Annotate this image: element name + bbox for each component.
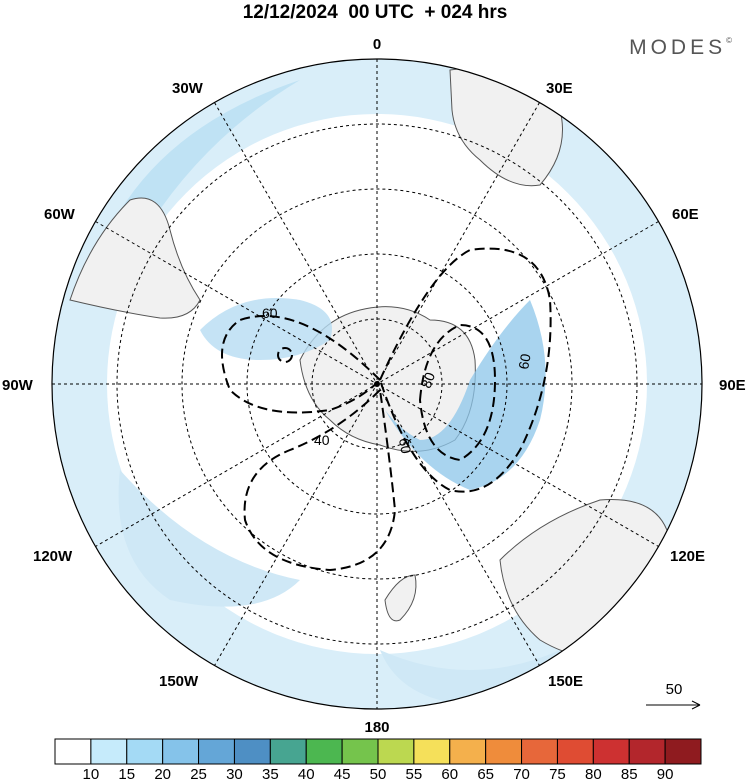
lon-label-120w: 120W [33,548,73,565]
modes-logo: MODES© [629,36,732,60]
colorbar-tick-label: 90 [657,766,674,782]
colorbar-swatch [126,738,164,765]
colorbar-swatch [556,738,594,765]
contour-line [243,387,397,572]
arrowhead-icon [691,700,701,710]
brand-text: MODES [629,36,727,59]
graticule [52,59,702,709]
colorbar-swatch [485,738,523,765]
colorbar-tick-label: 80 [585,766,602,782]
lon-label-60e: 60E [672,206,699,223]
reference-vector: 50 [646,681,701,710]
new-zealand-land [384,574,417,622]
colorbar-swatch [664,738,702,765]
contour-line [378,247,552,493]
colorbar-tick-label: 40 [298,766,315,782]
contour-label: 40 [314,432,330,448]
colorbar-swatch [628,738,666,765]
colorbar-swatch [341,738,379,765]
land [69,67,673,659]
contour-line [277,347,293,363]
colorbar-tick-label: 30 [226,766,243,782]
latitude-circle [181,188,573,580]
colorbar-tick-label: 60 [441,766,458,782]
contour-label: 60 [515,352,533,370]
reference-vector-label: 50 [666,681,683,698]
lon-label-30e: 30E [546,80,573,97]
contour-label: 60 [262,305,278,321]
contour-line [418,323,497,462]
map-title: 12/12/2024 00 UTC + 024 hrs [242,2,508,23]
colorbar-swatch [449,738,487,765]
lon-label-180: 180 [364,719,389,736]
wind-shading-west [200,298,332,360]
colorbar-swatch [377,738,415,765]
colorbar-tick-label: 75 [549,766,566,782]
lon-label-0: 0 [373,36,381,53]
lon-label-90e: 90E [719,377,746,394]
colorbar-swatch [521,738,558,765]
colorbar-tick-label: 25 [190,766,207,782]
colorbar-swatch [233,738,271,765]
colorbar-tick-label: 15 [118,766,135,782]
lon-label-150w: 150W [159,673,199,690]
colorbar-swatch [90,738,128,765]
colorbar-tick-label: 65 [477,766,494,782]
colorbar-tick-label: 20 [154,766,171,782]
south-america-land [69,197,201,319]
colorbar-tick-label: 70 [513,766,530,782]
colorbar-swatch [413,738,451,765]
colorbar-tick-label: 85 [621,766,638,782]
meridian-line [95,221,659,547]
colorbar-tick-label: 50 [370,766,387,782]
colorbar-tick-label: 55 [406,766,423,782]
colorbar-swatch [198,738,235,765]
contour-label: 80 [418,370,438,390]
map-disk [52,59,702,709]
colorbar: 10 15 20 25 30 35 40 45 50 55 60 65 70 75 80 85 90 [54,738,702,782]
colorbar-swatch [54,738,92,765]
lon-label-150e: 150E [548,673,583,690]
copyright-mark: © [726,36,732,45]
lon-label-30w: 30W [172,80,204,97]
colorbar-tick-label: 35 [262,766,279,782]
colorbar-swatch [269,738,307,765]
contour-label: 60 [396,437,414,455]
colorbar-tick-label: 10 [83,766,100,782]
colorbar-tick-label: 45 [334,766,351,782]
jet-shading [385,300,546,490]
colorbar-swatch [592,738,630,765]
lon-label-90w: 90W [2,377,34,394]
colorbar-swatch [162,738,200,765]
lon-label-120e: 120E [670,548,705,565]
colorbar-swatch [305,738,343,765]
wind-shading-patch [118,470,300,607]
lon-label-60w: 60W [44,206,76,223]
map-border [51,58,703,710]
